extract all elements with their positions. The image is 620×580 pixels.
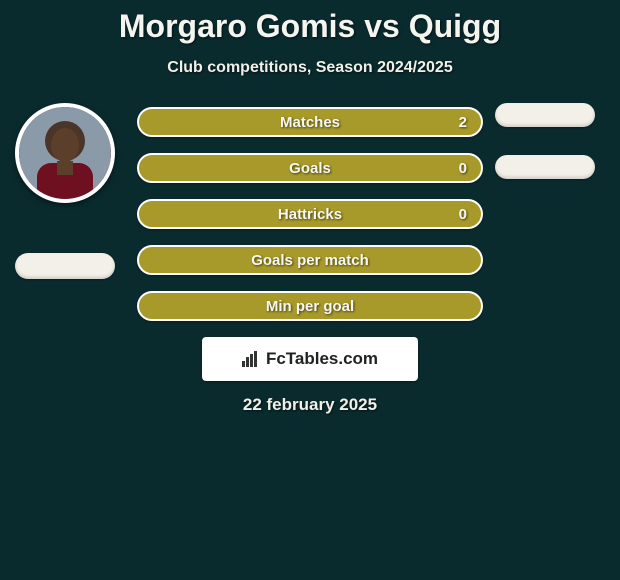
player-right-column (490, 103, 600, 207)
comparison-card: Morgaro Gomis vs Quigg Club competitions… (0, 0, 620, 415)
page-title: Morgaro Gomis vs Quigg (0, 8, 620, 45)
player-left-avatar (15, 103, 115, 203)
stat-label: Goals per match (139, 252, 481, 269)
branding-text: FcTables.com (266, 349, 378, 369)
player-right-pill-1 (495, 103, 595, 127)
branding-badge: FcTables.com (202, 337, 418, 381)
stat-row: Hattricks0 (137, 199, 483, 229)
bar-chart-icon (242, 351, 260, 367)
player-left-column (10, 103, 120, 279)
page-subtitle: Club competitions, Season 2024/2025 (0, 59, 620, 77)
stat-value: 0 (459, 160, 467, 177)
stat-label: Min per goal (139, 298, 481, 315)
stat-row: Matches2 (137, 107, 483, 137)
stat-label: Matches (139, 114, 481, 131)
stat-label: Hattricks (139, 206, 481, 223)
stat-row: Min per goal (137, 291, 483, 321)
footer-date: 22 february 2025 (10, 395, 610, 415)
stat-row: Goals per match (137, 245, 483, 275)
player-right-pill-2 (495, 155, 595, 179)
stats-list: Matches2Goals0Hattricks0Goals per matchM… (137, 103, 483, 321)
avatar-placeholder-icon (19, 107, 111, 199)
stat-value: 0 (459, 206, 467, 223)
stat-row: Goals0 (137, 153, 483, 183)
stat-label: Goals (139, 160, 481, 177)
main-content: Matches2Goals0Hattricks0Goals per matchM… (0, 103, 620, 415)
stat-value: 2 (459, 114, 467, 131)
player-left-pill (15, 253, 115, 279)
